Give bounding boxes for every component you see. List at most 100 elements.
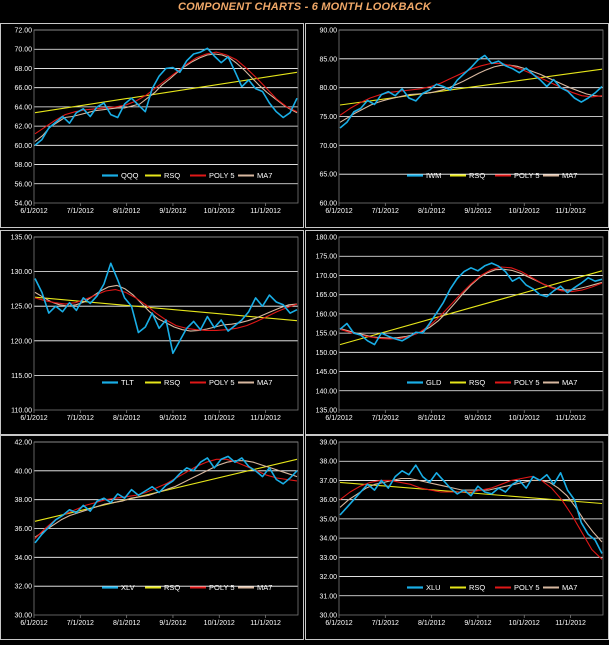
- series-line-poly5: [339, 476, 603, 560]
- y-tick-label: 35.00: [319, 516, 337, 523]
- y-tick-label: 33.00: [319, 555, 337, 562]
- chart-legend: QQQ RSQ POLY 5 MA7: [102, 171, 272, 180]
- legend-label: MA7: [562, 378, 577, 387]
- series-line-ma7: [34, 53, 298, 142]
- y-tick-label: 120.00: [11, 338, 33, 345]
- chart-panel-xlu: 30.00 31.00 32.00 33.00 34.00 35.00 36.00 37.00…: [305, 435, 609, 640]
- y-tick-label: 30.00: [319, 613, 337, 620]
- x-tick-label: 9/1/2012: [464, 415, 491, 422]
- x-tick-label: 6/1/2012: [20, 620, 47, 627]
- chart-legend: GLD RSQ POLY 5 MA7: [407, 378, 577, 387]
- page-title: COMPONENT CHARTS - 6 MONTH LOOKBACK: [177, 1, 432, 13]
- x-tick-label: 11/1/2012: [555, 620, 586, 627]
- y-tick-label: 135.00: [11, 235, 33, 242]
- legend-label: RSQ: [469, 583, 485, 592]
- y-tick-label: 31.00: [319, 593, 337, 600]
- series-line-price: [339, 54, 603, 129]
- y-tick-label: 115.00: [11, 373, 32, 380]
- y-tick-label: 140.00: [316, 388, 338, 395]
- y-tick-label: 36.00: [319, 497, 337, 504]
- y-tick-label: 30.00: [14, 613, 32, 620]
- y-tick-label: 34.00: [14, 555, 32, 562]
- x-tick-label: 11/1/2012: [250, 415, 281, 422]
- y-tick-label: 60.00: [319, 201, 337, 208]
- x-tick-label: 11/1/2012: [250, 620, 281, 627]
- legend-label: MA7: [562, 583, 577, 592]
- y-tick-label: 38.00: [319, 459, 337, 466]
- plot-area: [33, 441, 299, 616]
- plot-area: [33, 236, 299, 411]
- x-tick-label: 7/1/2012: [67, 208, 94, 215]
- x-tick-label: 9/1/2012: [159, 620, 186, 627]
- chart-legend: IWM RSQ POLY 5 MA7: [407, 171, 577, 180]
- legend-label: MA7: [562, 171, 577, 180]
- x-tick-label: 8/1/2012: [418, 620, 445, 627]
- legend-label: XLV: [121, 583, 135, 592]
- y-tick-label: 90.00: [319, 28, 337, 35]
- x-tick-label: 9/1/2012: [159, 415, 186, 422]
- y-tick-label: 32.00: [319, 574, 337, 581]
- legend-label: MA7: [257, 378, 272, 387]
- chart-legend: XLV RSQ POLY 5 MA7: [102, 583, 272, 592]
- y-tick-label: 56.00: [14, 181, 32, 188]
- y-tick-label: 42.00: [14, 440, 32, 447]
- series-line-price: [339, 464, 603, 554]
- series-line-ma7: [339, 268, 603, 339]
- chart-svg: 110.00 115.00 120.00 125.00 130.00 135.00 6/1/…: [0, 230, 304, 435]
- x-tick-label: 8/1/2012: [113, 415, 140, 422]
- legend-label: MA7: [257, 583, 272, 592]
- y-tick-label: 85.00: [319, 56, 337, 63]
- y-tick-label: 32.00: [14, 584, 32, 591]
- series-line-rsq: [339, 270, 603, 346]
- series-line-price: [34, 262, 298, 355]
- series-line-price: [34, 455, 298, 544]
- chart-legend: TLT RSQ POLY 5 MA7: [102, 378, 272, 387]
- legend-label: RSQ: [469, 378, 485, 387]
- legend-label: POLY 5: [209, 378, 235, 387]
- y-tick-label: 64.00: [14, 104, 32, 111]
- legend-label: RSQ: [469, 171, 485, 180]
- x-tick-label: 11/1/2012: [555, 208, 586, 215]
- x-tick-label: 8/1/2012: [113, 620, 140, 627]
- x-tick-label: 10/1/2012: [204, 620, 235, 627]
- legend-label: IWM: [426, 171, 441, 180]
- y-tick-label: 60.00: [14, 143, 32, 150]
- y-tick-label: 150.00: [316, 350, 338, 357]
- legend-label: XLU: [426, 583, 441, 592]
- chart-panel-xlv: 30.00 32.00 34.00 36.00 38.00 40.00 42.00 6/1/2…: [0, 435, 304, 640]
- series-line-ma7: [339, 477, 603, 543]
- chart-frame: [0, 230, 304, 435]
- y-tick-label: 130.00: [11, 269, 33, 276]
- y-tick-label: 70.00: [14, 47, 32, 54]
- y-tick-label: 160.00: [316, 311, 338, 318]
- x-tick-label: 9/1/2012: [464, 208, 491, 215]
- y-tick-label: 36.00: [14, 526, 32, 533]
- y-tick-label: 37.00: [319, 478, 337, 485]
- chart-frame: [0, 435, 304, 640]
- x-tick-label: 8/1/2012: [113, 208, 140, 215]
- chart-panel-tlt: 110.00 115.00 120.00 125.00 130.00 135.00 6/1/…: [0, 230, 304, 435]
- x-tick-label: 6/1/2012: [325, 208, 352, 215]
- x-tick-label: 7/1/2012: [372, 415, 399, 422]
- x-tick-label: 10/1/2012: [204, 415, 235, 422]
- chart-svg: 30.00 31.00 32.00 33.00 34.00 35.00 36.00 37.00…: [305, 435, 609, 640]
- chart-svg: 30.00 32.00 34.00 36.00 38.00 40.00 42.00 6/1/2…: [0, 435, 304, 640]
- x-tick-label: 7/1/2012: [67, 620, 94, 627]
- y-tick-label: 54.00: [14, 201, 32, 208]
- y-tick-label: 175.00: [316, 254, 338, 261]
- chart-panel-iwm: 60.00 65.00 70.00 75.00 80.00 85.00 90.00 6/1/2…: [305, 23, 609, 228]
- legend-label: POLY 5: [209, 171, 235, 180]
- y-tick-label: 38.00: [14, 497, 32, 504]
- y-tick-label: 110.00: [11, 408, 32, 415]
- legend-label: POLY 5: [514, 171, 540, 180]
- x-tick-label: 8/1/2012: [418, 208, 445, 215]
- chart-frame: [305, 23, 609, 228]
- y-tick-label: 125.00: [11, 304, 33, 311]
- x-tick-label: 10/1/2012: [509, 415, 540, 422]
- y-tick-label: 62.00: [14, 124, 32, 131]
- x-tick-label: 6/1/2012: [325, 415, 352, 422]
- legend-label: POLY 5: [209, 583, 235, 592]
- y-tick-label: 39.00: [319, 440, 337, 447]
- x-tick-label: 10/1/2012: [204, 208, 235, 215]
- series-line-rsq: [339, 68, 603, 106]
